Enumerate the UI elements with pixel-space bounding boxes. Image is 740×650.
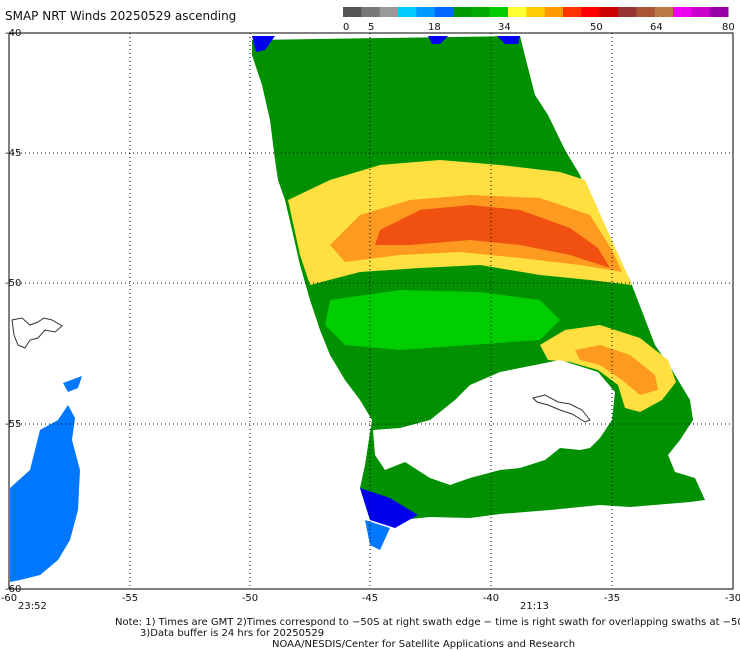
wind-swath-blue-bottom-light: [365, 520, 390, 550]
colorbar-label: 5: [368, 22, 374, 33]
longitude-label: -40: [483, 593, 499, 604]
longitude-label: -30: [725, 593, 740, 604]
colorbar-segment: [416, 7, 436, 17]
longitude-label: -35: [604, 593, 620, 604]
time-mid: 21:13: [520, 601, 549, 612]
latitude-labels: -40 -45 -50 -55 -60: [5, 28, 21, 595]
colorbar-label: 18: [428, 22, 441, 33]
south-georgia-outline: [532, 394, 591, 423]
gridlines: [9, 33, 733, 589]
longitude-label: -50: [242, 593, 258, 604]
colorbar-segment: [636, 7, 656, 17]
latitude-label: -40: [5, 28, 21, 39]
colorbar-segment: [544, 7, 564, 17]
colorbar-segment: [398, 7, 417, 17]
wind-swath-blue-top-mid: [428, 36, 448, 44]
falkland-islands-outline: [11, 317, 63, 349]
latitude-label: -60: [5, 584, 21, 595]
latitude-label: -45: [5, 148, 21, 159]
colorbar-segment: [361, 7, 381, 17]
colorbar-label: 0: [343, 22, 349, 33]
colorbar-label: 80: [722, 22, 735, 33]
longitude-label: -60: [1, 593, 17, 604]
colorbar-segment: [526, 7, 546, 17]
colorbar-label: 50: [590, 22, 603, 33]
longitude-labels: -60 -55 -50 -45 -40 -35 -30: [1, 593, 740, 604]
colorbar-segment: [673, 7, 692, 17]
latitude-label: -50: [5, 278, 21, 289]
colorbar-label: 64: [650, 22, 663, 33]
note-line-1: Note: 1) Times are GMT 2)Times correspon…: [115, 617, 740, 628]
colorbar-segment: [343, 7, 362, 17]
longitude-label: -45: [362, 593, 378, 604]
colorbar-segment: [379, 7, 399, 17]
colorbar: [343, 7, 729, 17]
longitude-label: -55: [122, 593, 138, 604]
colorbar-segment: [599, 7, 619, 17]
colorbar-segment: [709, 7, 729, 17]
colorbar-label: 34: [498, 22, 511, 33]
wind-swath-blue-left: [10, 405, 80, 582]
colorbar-labels: 0 5 18 34 50 64 80: [343, 22, 735, 33]
wind-swath-orange-blob: [575, 345, 658, 395]
time-left: 23:52: [18, 601, 47, 612]
note-line-3: NOAA/NESDIS/Center for Satellite Applica…: [272, 639, 576, 650]
wind-swath-blue-bottom: [360, 488, 418, 528]
colorbar-segment: [489, 7, 509, 17]
colorbar-segment: [471, 7, 491, 17]
colorbar-segment: [434, 7, 454, 17]
note-line-2: 3)Data buffer is 24 hrs for 20250529: [140, 628, 325, 639]
colorbar-segment: [618, 7, 637, 17]
colorbar-segment: [453, 7, 472, 17]
map-title: SMAP NRT Winds 20250529 ascending: [5, 9, 237, 23]
wind-swath-light-green: [325, 290, 560, 350]
colorbar-segment: [581, 7, 601, 17]
colorbar-segment: [508, 7, 527, 17]
wind-swath-blue-top-right: [497, 36, 520, 44]
colorbar-segment: [563, 7, 582, 17]
data-gap: [373, 360, 615, 485]
wind-swath-red-orange: [375, 205, 610, 268]
colorbar-segment: [654, 7, 674, 17]
latitude-label: -55: [5, 419, 21, 430]
wind-swath-blue-top-left: [252, 36, 275, 52]
wind-swath-blue-left-small: [63, 376, 82, 392]
colorbar-segment: [691, 7, 711, 17]
